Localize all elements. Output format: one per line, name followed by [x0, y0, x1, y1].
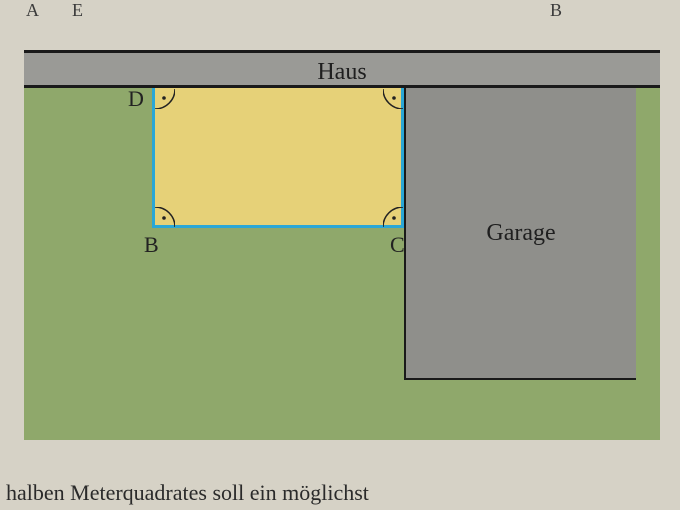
garage-box: Garage	[404, 88, 636, 380]
point-label-C: C	[390, 232, 405, 258]
letter-B-top: B	[550, 0, 562, 21]
haus-label: Haus	[317, 59, 366, 85]
point-label-B: B	[144, 232, 159, 258]
page-root: A E B Haus Garage D B C halben Meterquad…	[0, 0, 680, 510]
point-label-D: D	[128, 86, 144, 112]
garage-label: Garage	[486, 220, 555, 247]
bottom-crop-text: halben Meterquadrates soll ein möglichst	[6, 480, 369, 506]
haus-strip: Haus	[24, 50, 660, 88]
letter-E: E	[72, 0, 83, 21]
yellow-rectangle	[152, 88, 404, 228]
top-crop-letters: A E B	[0, 0, 680, 24]
letter-A: A	[26, 0, 39, 21]
